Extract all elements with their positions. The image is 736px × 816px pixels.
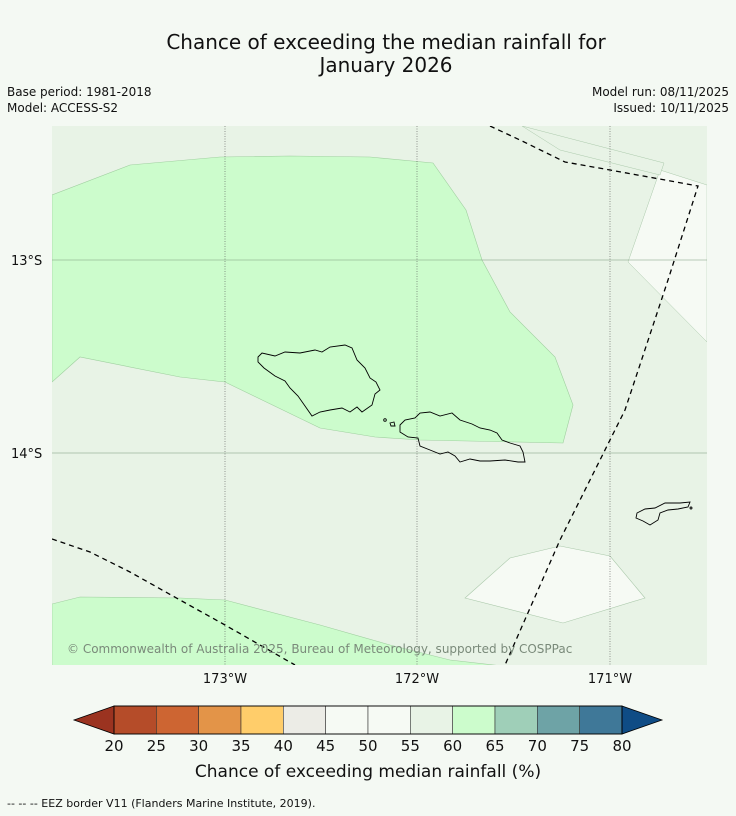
- colorbar-tick-label: 30: [189, 737, 208, 755]
- colorbar-tick-label: 45: [316, 737, 335, 755]
- colorbar-bin: [156, 705, 199, 735]
- colorbar-tick-label: 20: [104, 737, 123, 755]
- lat-label-13s: 13°S: [11, 254, 42, 269]
- colorbar-bin: [367, 705, 411, 735]
- region-45-50-northeast: [627, 169, 707, 343]
- colorbar-tick-label: 80: [612, 737, 631, 755]
- model-run: Model run: 08/11/2025: [591, 85, 729, 99]
- title-line-2: January 2026: [319, 53, 453, 77]
- colorbar-frame: [113, 705, 623, 735]
- colorbar-bin: [452, 705, 496, 735]
- meta-left: Base period: 1981-2018 Model: ACCESS-S2: [7, 84, 152, 116]
- colorbar-tick-label: 65: [485, 737, 504, 755]
- lon-label-173w: 173°W: [203, 672, 247, 687]
- colorbar-tick-label: 40: [274, 737, 293, 755]
- colorbar-bin: [494, 705, 538, 735]
- colorbar-bin: [579, 705, 623, 735]
- colorbar-tick-label: 35: [231, 737, 250, 755]
- colorbar-tick-label: 25: [147, 737, 166, 755]
- colorbar-tick-label: 60: [443, 737, 462, 755]
- region-60-65-southwest: [52, 596, 497, 665]
- colorbar-bin: [325, 705, 369, 735]
- colorbar-tick-label: 55: [401, 737, 420, 755]
- issued-date: Issued: 10/11/2025: [613, 101, 729, 115]
- colorbar-bin: [283, 705, 326, 735]
- map-area: © Commonwealth of Australia 2025, Bureau…: [52, 126, 707, 665]
- lon-label-171w: 171°W: [588, 672, 632, 687]
- eez-footnote: -- -- -- EEZ border V11 (Flanders Marine…: [7, 797, 316, 810]
- colorbar: 20 25 30 35 40 45 50 55 60 65 70 75 80: [72, 705, 664, 755]
- colorbar-extend-low: [72, 705, 115, 735]
- island-outlines: [257, 344, 693, 526]
- copyright-notice: © Commonwealth of Australia 2025, Bureau…: [67, 642, 572, 656]
- colorbar-bin: [240, 705, 284, 735]
- meta-right: Model run: 08/11/2025 Issued: 10/11/2025: [592, 84, 729, 116]
- chart-title: Chance of exceeding the median rainfall …: [0, 31, 736, 77]
- title-line-1: Chance of exceeding the median rainfall …: [166, 30, 606, 54]
- colorbar-extend-high: [621, 705, 664, 735]
- island-savaii: [257, 344, 381, 417]
- colorbar-tick-label: 50: [358, 737, 377, 755]
- lat-label-14s: 14°S: [11, 447, 42, 462]
- colorbar-bin: [113, 705, 157, 735]
- model-name: Model: ACCESS-S2: [7, 101, 119, 115]
- eez-border: [52, 126, 699, 665]
- colorbar-tick-label: 70: [528, 737, 547, 755]
- colorbar-bin: [198, 705, 242, 735]
- region-55-60-northeast-edge: [521, 126, 665, 176]
- island-upolu: [399, 411, 526, 463]
- colorbar-title: Chance of exceeding median rainfall (%): [194, 762, 542, 782]
- colorbar-bin: [537, 705, 580, 735]
- lon-label-172w: 172°W: [395, 672, 439, 687]
- base-period: Base period: 1981-2018: [7, 85, 152, 99]
- colorbar-bin: [410, 705, 453, 735]
- region-60-65-north: [52, 155, 574, 444]
- lat-gridlines: [52, 259, 707, 454]
- colorbar-tick-label: 75: [570, 737, 589, 755]
- island-tutuila: [635, 501, 691, 526]
